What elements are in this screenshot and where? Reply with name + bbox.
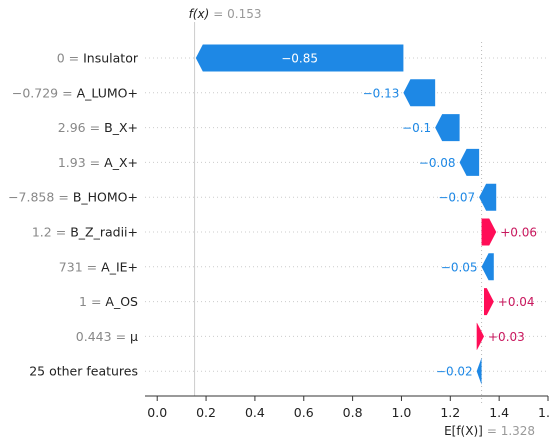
feature-value: 1 <box>79 294 87 309</box>
base-value-label: E[f(X)] = 1.328 <box>444 424 535 438</box>
feature-label: 0 = Insulator <box>57 51 139 66</box>
fx-name: f(x) <box>189 7 210 21</box>
waterfall-bar <box>403 79 436 107</box>
bar-value-label: +0.03 <box>488 330 525 344</box>
feature-value: −0.729 <box>12 85 58 100</box>
waterfall-bar <box>459 148 480 176</box>
waterfall-bar <box>481 218 497 246</box>
waterfall-bar <box>435 114 460 142</box>
feature-equals: = <box>91 294 101 309</box>
feature-equals: = <box>90 155 100 170</box>
feature-equals: = <box>58 190 68 205</box>
waterfall-bar <box>484 288 494 316</box>
feature-equals: = <box>62 85 72 100</box>
bar-value-label: −0.1 <box>402 121 431 135</box>
fx-label: f(x) = 0.153 <box>189 7 262 21</box>
row-gridlines <box>145 57 548 372</box>
feature-equals: = <box>56 225 66 240</box>
feature-value: −7.858 <box>8 190 54 205</box>
feature-name: A_OS <box>105 294 138 309</box>
bars: −0.85 −0.13 −0.1 −0.08 −0.07 +0.06 −0.05 +0.04 +… <box>195 44 537 385</box>
feature-label: 1 = A_OS <box>79 294 138 309</box>
feature-equals: = <box>90 120 100 135</box>
bar-value-label: −0.05 <box>441 260 478 274</box>
bar-value-label: +0.04 <box>498 295 535 309</box>
bar-value-label: −0.13 <box>363 86 400 100</box>
feature-value: 0.443 <box>76 329 112 344</box>
feature-value: 2.96 <box>58 120 86 135</box>
x-tick-label: 0.6 <box>294 405 314 420</box>
fx-value: = 0.153 <box>213 7 261 21</box>
x-tick-label: 1.4 <box>489 405 509 420</box>
feature-value: 731 <box>59 259 83 274</box>
feature-label: −0.729 = A_LUMO+ <box>12 85 138 100</box>
base-value-number: = 1.328 <box>487 424 535 438</box>
feature-label: 2.96 = B_X+ <box>58 120 138 135</box>
feature-value: 1.93 <box>58 155 86 170</box>
x-axis: 0.0 0.2 0.4 0.6 0.8 1.0 1.2 1.4 1.6 <box>145 395 550 420</box>
feature-name: A_X+ <box>104 155 138 170</box>
reference-lines: f(x) = 0.153 E[f(X)] = 1.328 <box>189 7 535 438</box>
x-tick-label: 0.4 <box>245 405 265 420</box>
x-tick-label: 1.2 <box>440 405 460 420</box>
feature-name: B_HOMO+ <box>73 190 138 205</box>
bar-value-label: −0.85 <box>281 52 318 66</box>
bar-value-label: −0.08 <box>419 156 456 170</box>
feature-label: −7.858 = B_HOMO+ <box>8 190 138 205</box>
x-tick-label: 0.0 <box>147 405 167 420</box>
feature-name: 25 other features <box>29 364 138 379</box>
feature-value: 1.2 <box>32 225 52 240</box>
base-value-name: E[f(X)] <box>444 424 483 438</box>
feature-label: 1.2 = B_Z_radii+ <box>32 225 138 240</box>
waterfall-bar <box>481 253 494 281</box>
bar-value-label: −0.02 <box>436 365 473 379</box>
x-tick-label: 0.8 <box>343 405 363 420</box>
feature-name: Insulator <box>83 51 139 66</box>
feature-label: 731 = A_IE+ <box>59 259 138 274</box>
feature-label: 1.93 = A_X+ <box>58 155 138 170</box>
feature-equals: = <box>87 259 97 274</box>
feature-name: B_X+ <box>104 120 138 135</box>
feature-name: A_LUMO+ <box>77 85 138 100</box>
bar-value-label: +0.06 <box>500 226 537 240</box>
x-tick-label: 1.6 <box>538 405 550 420</box>
feature-label: 0.443 = μ <box>76 329 138 344</box>
feature-name: μ <box>130 329 138 344</box>
x-tick-label: 1.0 <box>392 405 412 420</box>
waterfall-bar <box>476 357 482 385</box>
waterfall-bar <box>195 44 404 72</box>
feature-equals: = <box>116 329 126 344</box>
bar-value-label: −0.07 <box>438 191 475 205</box>
feature-name: B_Z_radii+ <box>70 225 138 240</box>
feature-label: 25 other features <box>29 364 138 379</box>
x-tick-label: 0.2 <box>196 405 216 420</box>
feature-labels: 0 = Insulator −0.729 = A_LUMO+ 2.96 = B_X+ 1.93 = A… <box>8 51 139 379</box>
waterfall-bar <box>479 183 497 211</box>
feature-name: A_IE+ <box>101 259 138 274</box>
waterfall-bar <box>476 322 485 350</box>
feature-value: 0 <box>57 51 65 66</box>
feature-equals: = <box>69 51 79 66</box>
